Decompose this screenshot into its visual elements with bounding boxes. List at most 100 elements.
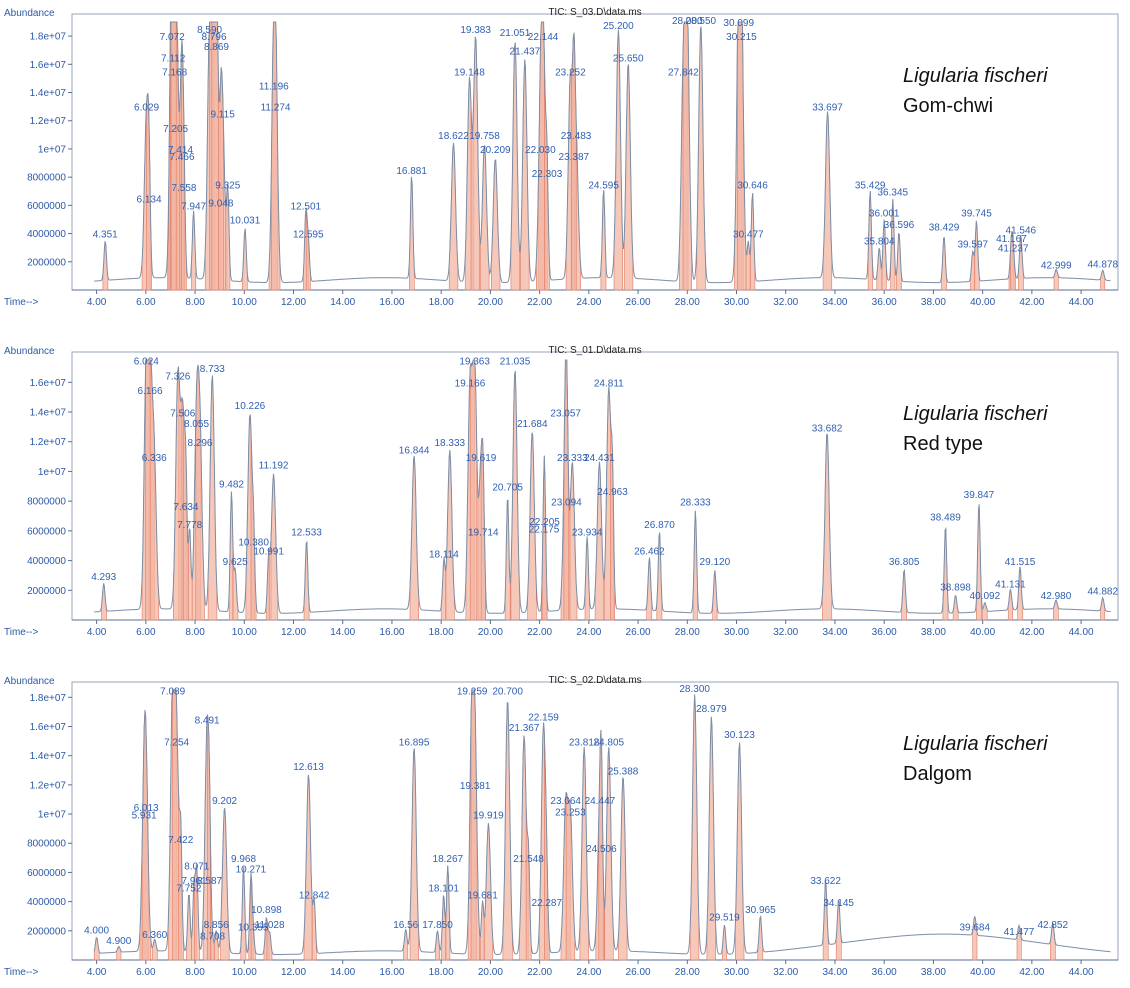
peak-label: 21.035 (500, 356, 531, 367)
x-tick-label: 36.00 (872, 627, 897, 638)
y-tick-label: 2000000 (27, 257, 66, 268)
y-tick-label: 8000000 (27, 173, 66, 184)
peak-label: 28.550 (686, 16, 717, 27)
y-axis-label: Abundance (4, 8, 55, 19)
sample-species: Ligularia fischeri (903, 65, 1048, 87)
peak-label: 26.462 (634, 547, 665, 558)
peak-label: 21.367 (509, 723, 540, 734)
peak-label: 36.596 (884, 220, 915, 231)
peak-label: 18.101 (428, 883, 459, 894)
peak-label: 19.714 (468, 527, 499, 538)
y-tick-label: 1e+07 (38, 810, 67, 821)
peak-label: 8.055 (184, 419, 209, 430)
peak-label: 29.120 (700, 557, 731, 568)
x-tick-label: 16.00 (379, 967, 404, 978)
x-tick-label: 26.00 (626, 297, 651, 308)
peak-label: 39.847 (964, 490, 995, 501)
peak-label: 18.622 (438, 131, 469, 142)
peak-label: 33.697 (812, 103, 843, 114)
peak-label: 4.351 (93, 230, 118, 241)
x-tick-label: 34.00 (822, 967, 847, 978)
sample-variety: Dalgom (903, 763, 972, 785)
x-tick-label: 24.00 (576, 967, 601, 978)
chromatogram-panel-1: Abundance TIC: S_03.D\data.ms 2000000 40000… (0, 0, 1130, 318)
peak-label: 12.501 (291, 201, 322, 212)
x-tick-label: 6.00 (136, 297, 156, 308)
peak-label: 24.447 (585, 796, 616, 807)
peak-label: 8.296 (187, 438, 212, 449)
peak-label: 10.355 (238, 923, 269, 934)
y-tick-label: 6000000 (27, 526, 66, 537)
y-tick-label: 1.4e+07 (30, 408, 67, 419)
peak-label: 7.414 (168, 145, 193, 156)
peak-label: 7.254 (164, 737, 189, 748)
peak-label: 41.477 (1004, 927, 1035, 938)
x-tick-label: 32.00 (773, 627, 798, 638)
peak-label: 17.850 (422, 920, 453, 931)
peak-label: 42.852 (1037, 920, 1068, 931)
x-tick-label: 10.00 (232, 297, 257, 308)
peak-label: 7.072 (160, 32, 185, 43)
peak-label: 10.031 (230, 216, 261, 227)
x-axis-label: Time--> (4, 297, 39, 308)
x-tick-label: 22.00 (527, 297, 552, 308)
peak-label: 11.274 (261, 103, 291, 114)
peak-label: 44.878 (1087, 259, 1118, 270)
peak-label: 41.167 (996, 234, 1027, 245)
x-tick-label: 30.00 (724, 967, 749, 978)
x-tick-label: 26.00 (626, 627, 651, 638)
chromatogram-svg-3: Abundance TIC: S_02.D\data.ms 2000000 40000… (4, 675, 1119, 978)
peak-label: 18.333 (434, 438, 465, 449)
chart-title: TIC: S_03.D\data.ms (548, 7, 641, 18)
y-axis-label: Abundance (4, 676, 55, 687)
peak-label: 21.684 (517, 419, 548, 430)
x-tick-label: 40.00 (970, 297, 995, 308)
sample-variety: Gom-chwi (903, 95, 993, 117)
peak-label: 36.805 (889, 557, 920, 568)
peak-label: 28.000 (672, 16, 703, 27)
peak-label: 9.202 (212, 796, 237, 807)
peak-label: 24.963 (597, 487, 628, 498)
peak-label: 6.013 (134, 803, 159, 814)
y-tick-label: 2000000 (27, 586, 66, 597)
x-tick-label: 30.00 (724, 297, 749, 308)
peak-label: 42.999 (1041, 261, 1072, 272)
peak-label: 19.381 (460, 781, 491, 792)
x-tick-label: 20.00 (478, 627, 503, 638)
y-tick-label: 4000000 (27, 897, 66, 908)
chromatogram-panel-3: Abundance TIC: S_02.D\data.ms 2000000 40000… (0, 668, 1130, 988)
peak-label: 35.429 (855, 180, 886, 191)
peak-label: 21.051 (500, 28, 531, 39)
x-tick-label: 12.00 (281, 627, 306, 638)
peak-label: 20.209 (480, 145, 511, 156)
x-tick-label: 8.00 (185, 967, 205, 978)
peak-label: 7.422 (168, 835, 193, 846)
x-tick-label: 36.00 (872, 967, 897, 978)
plot-frame (71, 681, 1119, 961)
x-tick-label: 40.00 (970, 627, 995, 638)
peak-label: 6.360 (142, 930, 167, 941)
peak-label: 23.483 (561, 131, 592, 142)
peak-label: 19.681 (467, 891, 498, 902)
peak-label: 44.882 (1087, 587, 1118, 598)
peak-label: 6.166 (138, 386, 163, 397)
chromatogram-svg-2: Abundance TIC: S_01.D\data.ms 2000000 40000… (4, 345, 1119, 638)
x-tick-label: 38.00 (921, 627, 946, 638)
x-tick-label: 16.00 (379, 297, 404, 308)
peak-label: 6.029 (134, 103, 159, 114)
peak-label: 30.477 (733, 230, 764, 241)
x-tick-label: 20.00 (478, 967, 503, 978)
x-tick-label: 44.00 (1069, 967, 1094, 978)
x-tick-label: 12.00 (281, 297, 306, 308)
peak-label: 39.597 (957, 240, 988, 251)
peak-label: 28.979 (696, 704, 727, 715)
x-tick-label: 32.00 (773, 967, 798, 978)
x-tick-label: 16.00 (379, 627, 404, 638)
peak-label: 24.506 (586, 844, 617, 855)
x-tick-label: 28.00 (675, 967, 700, 978)
x-tick-label: 14.00 (330, 627, 355, 638)
x-tick-label: 22.00 (527, 627, 552, 638)
x-tick-label: 4.00 (87, 297, 107, 308)
peak-label: 42.980 (1041, 591, 1072, 602)
peak-label: 7.947 (181, 201, 206, 212)
